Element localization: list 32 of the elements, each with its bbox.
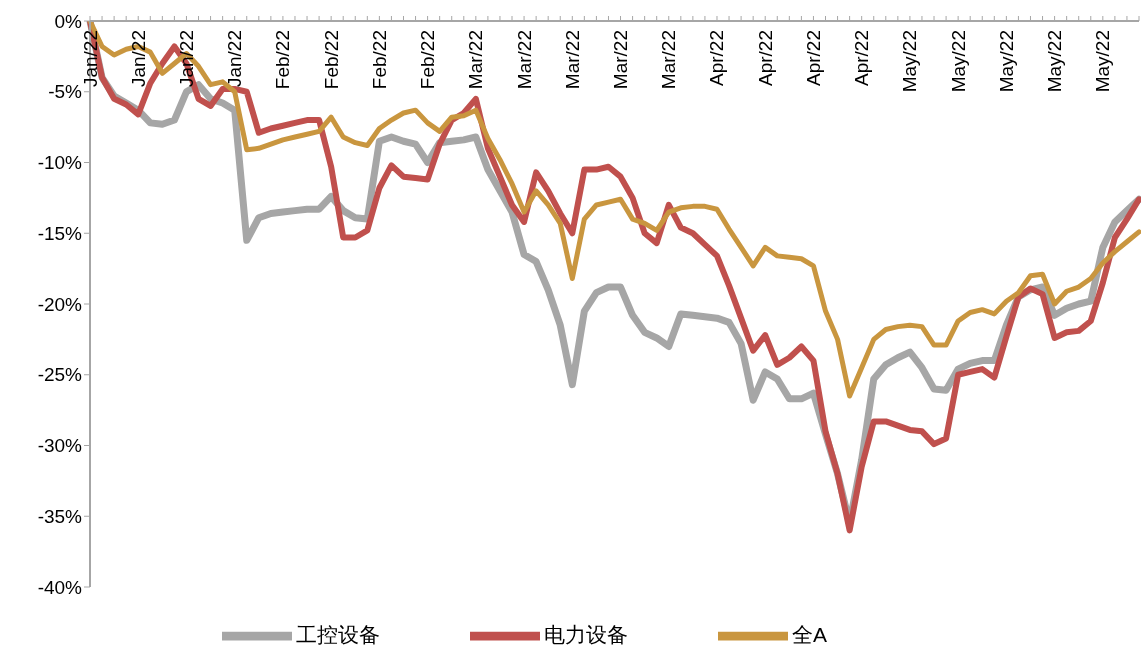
y-tick-label: -10%	[37, 152, 83, 174]
x-tick-label: Jan/22	[224, 30, 246, 88]
x-tick-label: Mar/22	[561, 30, 583, 90]
x-tick-label: Mar/22	[513, 30, 535, 90]
x-tick-label: Jan/22	[127, 30, 149, 88]
legend-label: 工控设备	[295, 622, 380, 646]
x-tick-label: Apr/22	[754, 30, 776, 86]
x-tick-label: Feb/22	[417, 30, 439, 90]
legend-label: 电力设备	[543, 622, 628, 646]
x-tick-label: May/22	[995, 30, 1017, 93]
y-tick-label: 0%	[54, 10, 83, 32]
x-tick-label: May/22	[899, 30, 921, 93]
x-tick-label: Feb/22	[272, 30, 294, 90]
y-tick-label: -20%	[37, 293, 83, 315]
x-tick-label: May/22	[1092, 30, 1114, 93]
x-tick-label: May/22	[947, 30, 969, 93]
y-tick-label: -40%	[37, 576, 83, 598]
x-tick-label: Apr/22	[851, 30, 873, 86]
x-tick-label: Mar/22	[658, 30, 680, 90]
y-tick-label: -25%	[37, 364, 83, 386]
x-tick-label: Apr/22	[802, 30, 824, 86]
y-tick-label: -35%	[37, 505, 83, 527]
x-tick-label: Apr/22	[706, 30, 728, 86]
y-tick-label: -15%	[37, 222, 83, 244]
x-tick-label: Mar/22	[465, 30, 487, 90]
y-tick-label: -30%	[37, 435, 83, 457]
x-tick-label: May/22	[1044, 30, 1066, 93]
x-tick-label: Feb/22	[320, 30, 342, 90]
x-tick-label: Mar/22	[610, 30, 632, 90]
x-tick-label: Feb/22	[368, 30, 390, 90]
legend-label: 全A	[791, 622, 827, 646]
x-tick-label: Jan/22	[175, 30, 197, 88]
